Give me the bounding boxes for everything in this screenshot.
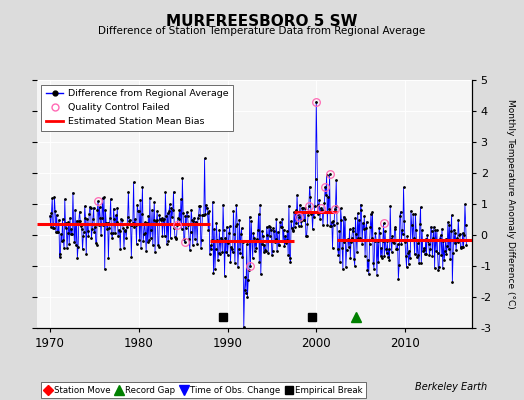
Text: MURFREESBORO 5 SW: MURFREESBORO 5 SW <box>166 14 358 29</box>
Y-axis label: Monthly Temperature Anomaly Difference (°C): Monthly Temperature Anomaly Difference (… <box>506 99 515 309</box>
Text: Difference of Station Temperature Data from Regional Average: Difference of Station Temperature Data f… <box>99 26 425 36</box>
Legend: Station Move, Record Gap, Time of Obs. Change, Empirical Break: Station Move, Record Gap, Time of Obs. C… <box>41 382 366 398</box>
Text: Berkeley Earth: Berkeley Earth <box>415 382 487 392</box>
